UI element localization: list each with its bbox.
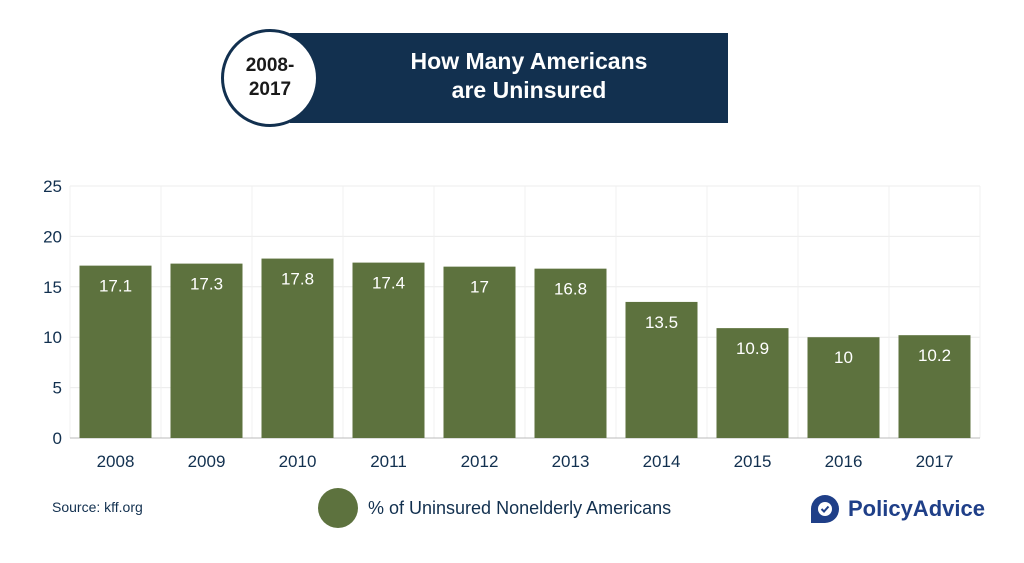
x-tick-label: 2017: [916, 452, 954, 471]
data-label: 17.1: [99, 277, 132, 296]
bar-2015: [716, 328, 789, 438]
y-tick-label: 25: [43, 177, 62, 196]
year-end: 2017: [248, 79, 292, 100]
y-tick-label: 10: [43, 328, 62, 347]
bar-2013: [534, 268, 607, 438]
bar-2017: [898, 335, 971, 438]
title-line-2: are Uninsured: [451, 77, 607, 103]
chat-check-icon: [811, 495, 839, 523]
data-label: 10.9: [736, 339, 769, 358]
bar-2012: [443, 266, 516, 438]
title-banner: How Many Americans are Uninsured: [290, 33, 728, 123]
data-label: 17.3: [190, 275, 223, 294]
y-tick-label: 20: [43, 227, 62, 246]
policyadvice-logo: PolicyAdvice: [810, 494, 985, 524]
brand-name: PolicyAdvice: [848, 496, 985, 521]
data-label: 17: [470, 278, 489, 297]
y-tick-label: 0: [53, 429, 62, 448]
x-tick-label: 2014: [643, 452, 681, 471]
x-tick-label: 2009: [188, 452, 226, 471]
data-label: 10: [834, 348, 853, 367]
x-tick-label: 2015: [734, 452, 772, 471]
title-line-1: How Many Americans: [410, 48, 648, 74]
y-tick-label: 15: [43, 278, 62, 297]
data-label: 13.5: [645, 313, 678, 332]
legend: % of Uninsured Nonelderly Americans: [318, 488, 671, 528]
data-label: 17.8: [281, 270, 314, 289]
bar-2009: [170, 263, 243, 438]
data-label: 10.2: [918, 346, 951, 365]
data-label: 17.4: [372, 274, 405, 293]
x-tick-label: 2013: [552, 452, 590, 471]
x-tick-label: 2016: [825, 452, 863, 471]
bar-2016: [807, 337, 880, 438]
x-tick-label: 2008: [97, 452, 135, 471]
x-tick-label: 2010: [279, 452, 317, 471]
bar-2011: [352, 262, 425, 438]
y-tick-label: 5: [53, 379, 62, 398]
chart-title: How Many Americans are Uninsured: [330, 47, 728, 105]
legend-label: % of Uninsured Nonelderly Americans: [368, 497, 672, 518]
x-tick-label: 2011: [370, 452, 407, 471]
year-start: 2008-: [245, 55, 295, 76]
bar-2014: [625, 301, 698, 438]
bar-2010: [261, 258, 334, 438]
data-label: 16.8: [554, 280, 587, 299]
legend-swatch: [318, 488, 358, 528]
bar-2008: [79, 265, 152, 438]
year-range-badge: 2008- 2017: [221, 29, 319, 127]
x-tick-label: 2012: [461, 452, 499, 471]
source-note: Source: kff.org: [52, 499, 143, 515]
